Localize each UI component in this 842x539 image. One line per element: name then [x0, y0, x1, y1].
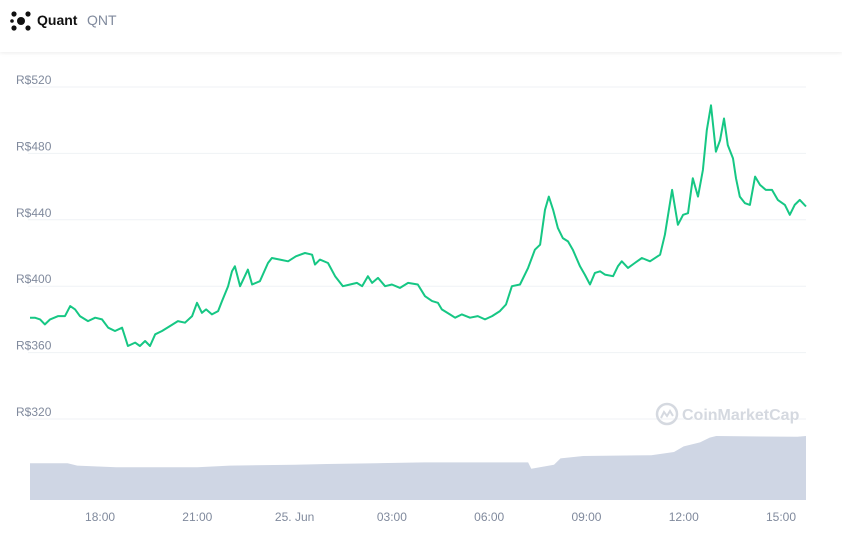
coin-symbol: QNT — [87, 12, 117, 28]
x-tick-label: 12:00 — [669, 510, 699, 524]
x-tick-label: 18:00 — [85, 510, 115, 524]
price-line — [30, 104, 807, 347]
y-tick-label: R$320 — [16, 405, 52, 419]
header: Quant QNT — [0, 0, 842, 52]
coin-name: Quant — [37, 12, 78, 28]
y-tick-label: R$520 — [16, 73, 52, 87]
x-tick-label: 03:00 — [377, 510, 407, 524]
x-tick-label: 25. Jun — [275, 510, 314, 524]
y-tick-label: R$480 — [16, 139, 52, 153]
x-tick-label: 09:00 — [571, 510, 601, 524]
x-tick-label: 06:00 — [474, 510, 504, 524]
logo — [10, 11, 31, 31]
y-tick-label: R$440 — [16, 206, 52, 220]
volume-area — [30, 436, 806, 500]
y-tick-label: R$360 — [16, 339, 52, 353]
x-tick-label: 21:00 — [182, 510, 212, 524]
watermark: CoinMarketCap — [682, 407, 800, 424]
x-tick-label: 15:00 — [766, 510, 796, 524]
y-tick-label: R$400 — [16, 272, 52, 286]
watermark-logo — [655, 402, 679, 426]
